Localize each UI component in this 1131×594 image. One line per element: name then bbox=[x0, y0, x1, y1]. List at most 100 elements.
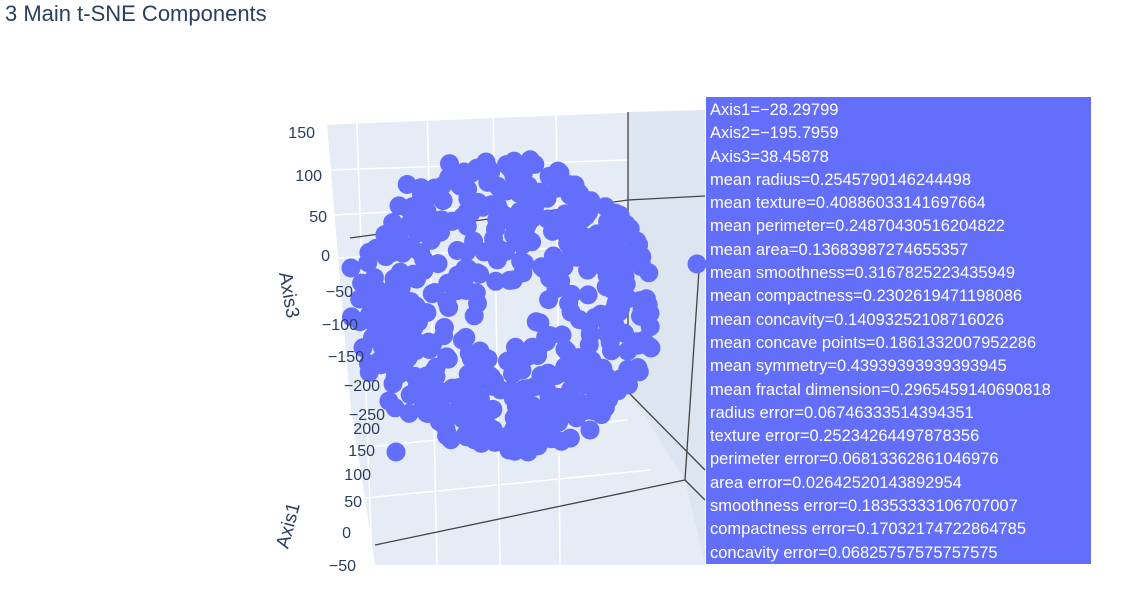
data-point[interactable] bbox=[384, 269, 404, 289]
data-point[interactable] bbox=[496, 241, 516, 261]
data-point[interactable] bbox=[426, 400, 446, 420]
data-point[interactable] bbox=[428, 254, 448, 274]
data-point[interactable] bbox=[456, 242, 476, 262]
data-point[interactable] bbox=[459, 343, 479, 363]
data-point[interactable] bbox=[504, 225, 524, 245]
data-point[interactable] bbox=[500, 270, 519, 290]
data-point[interactable] bbox=[405, 337, 425, 357]
data-point[interactable] bbox=[454, 275, 474, 295]
data-point[interactable] bbox=[566, 408, 586, 428]
data-point[interactable] bbox=[540, 268, 560, 288]
data-point[interactable] bbox=[400, 385, 420, 405]
data-point[interactable] bbox=[370, 294, 390, 314]
data-point[interactable] bbox=[609, 302, 629, 322]
data-point[interactable] bbox=[399, 200, 419, 220]
data-point[interactable] bbox=[580, 420, 600, 440]
data-point[interactable] bbox=[515, 253, 534, 273]
data-point[interactable] bbox=[521, 416, 541, 436]
data-point[interactable] bbox=[552, 325, 572, 345]
data-point[interactable] bbox=[518, 442, 538, 462]
data-point[interactable] bbox=[555, 357, 575, 377]
data-point[interactable] bbox=[434, 326, 454, 346]
data-point[interactable] bbox=[598, 321, 618, 340]
data-point[interactable] bbox=[455, 259, 475, 279]
data-point[interactable] bbox=[626, 332, 646, 352]
data-point[interactable] bbox=[457, 202, 477, 222]
data-point[interactable] bbox=[591, 304, 611, 324]
data-point[interactable] bbox=[470, 264, 490, 284]
data-point[interactable] bbox=[565, 175, 585, 195]
data-point[interactable] bbox=[687, 254, 707, 274]
data-point[interactable] bbox=[386, 442, 406, 462]
data-point[interactable] bbox=[499, 440, 519, 460]
data-point[interactable] bbox=[615, 267, 635, 287]
data-point[interactable] bbox=[391, 308, 411, 328]
data-point[interactable] bbox=[530, 182, 550, 202]
data-point[interactable] bbox=[536, 327, 556, 347]
data-point[interactable] bbox=[366, 238, 386, 258]
data-point[interactable] bbox=[436, 212, 455, 232]
data-point[interactable] bbox=[567, 247, 587, 267]
data-point[interactable] bbox=[596, 277, 616, 297]
data-point[interactable] bbox=[641, 338, 661, 358]
data-point[interactable] bbox=[438, 349, 458, 369]
data-point[interactable] bbox=[619, 243, 639, 263]
data-point[interactable] bbox=[559, 293, 579, 313]
data-point[interactable] bbox=[371, 355, 391, 375]
data-point[interactable] bbox=[550, 163, 570, 183]
data-point[interactable] bbox=[383, 213, 403, 233]
data-point[interactable] bbox=[414, 260, 434, 280]
data-point[interactable] bbox=[471, 433, 491, 453]
data-point[interactable] bbox=[503, 388, 523, 408]
data-point[interactable] bbox=[548, 398, 568, 418]
data-point[interactable] bbox=[546, 209, 566, 229]
data-point[interactable] bbox=[593, 358, 613, 378]
data-point[interactable] bbox=[513, 156, 533, 176]
data-point[interactable] bbox=[408, 305, 428, 324]
data-point[interactable] bbox=[412, 368, 432, 388]
data-point[interactable] bbox=[579, 335, 599, 355]
data-point[interactable] bbox=[517, 215, 537, 235]
data-point[interactable] bbox=[497, 155, 517, 175]
data-point[interactable] bbox=[485, 432, 505, 452]
data-point[interactable] bbox=[397, 217, 417, 237]
data-point[interactable] bbox=[585, 400, 605, 420]
data-point[interactable] bbox=[450, 176, 470, 196]
data-point[interactable] bbox=[497, 181, 517, 201]
data-point[interactable] bbox=[560, 428, 580, 448]
data-point[interactable] bbox=[448, 382, 468, 402]
data-point[interactable] bbox=[628, 358, 648, 378]
data-point[interactable] bbox=[530, 313, 550, 333]
data-point[interactable] bbox=[518, 346, 538, 366]
data-point[interactable] bbox=[415, 388, 434, 408]
data-point[interactable] bbox=[537, 428, 557, 448]
data-point[interactable] bbox=[421, 186, 441, 206]
data-point[interactable] bbox=[342, 307, 361, 327]
data-point[interactable] bbox=[486, 271, 506, 291]
data-point[interactable] bbox=[399, 403, 419, 423]
data-point[interactable] bbox=[539, 290, 559, 310]
data-point[interactable] bbox=[569, 310, 589, 330]
data-point[interactable] bbox=[523, 396, 543, 416]
data-point[interactable] bbox=[531, 366, 551, 385]
data-point[interactable] bbox=[604, 236, 624, 256]
data-point[interactable] bbox=[561, 223, 581, 243]
data-point[interactable] bbox=[456, 425, 476, 445]
data-point[interactable] bbox=[474, 401, 494, 421]
data-point[interactable] bbox=[390, 364, 410, 384]
data-point[interactable] bbox=[478, 349, 498, 369]
data-point[interactable] bbox=[586, 241, 606, 261]
data-point[interactable] bbox=[494, 205, 514, 225]
data-point[interactable] bbox=[437, 292, 457, 312]
data-point[interactable] bbox=[476, 152, 496, 172]
data-point[interactable] bbox=[576, 206, 596, 226]
data-point[interactable] bbox=[341, 258, 361, 278]
data-point[interactable] bbox=[557, 341, 577, 361]
data-point[interactable] bbox=[610, 369, 630, 389]
data-point[interactable] bbox=[616, 215, 636, 234]
data-point[interactable] bbox=[478, 416, 498, 436]
data-point[interactable] bbox=[631, 257, 651, 276]
data-point[interactable] bbox=[499, 425, 519, 445]
data-point[interactable] bbox=[363, 328, 382, 347]
